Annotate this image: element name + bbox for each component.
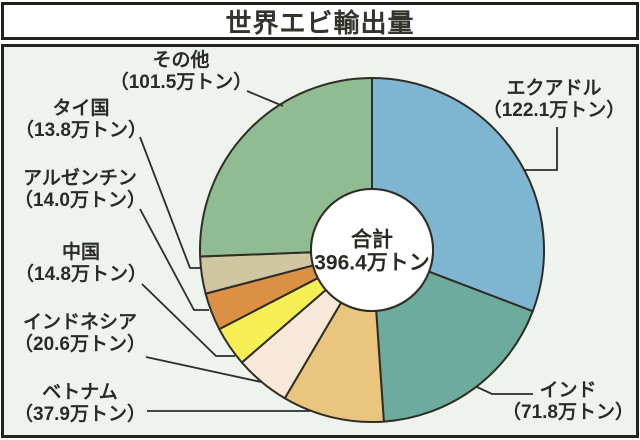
leader-line-argentina <box>139 208 209 311</box>
leader-line-india <box>476 386 533 395</box>
leader-line-thailand <box>139 136 200 269</box>
leader-line-china <box>141 283 235 357</box>
title-bar: 世界エビ輸出量 <box>1 2 639 40</box>
page-title: 世界エビ輸出量 <box>225 7 415 38</box>
leader-line-indonesia <box>145 356 262 383</box>
donut-hole <box>310 188 434 312</box>
leader-line-ecuador <box>523 127 558 171</box>
leader-line-other <box>246 90 284 107</box>
